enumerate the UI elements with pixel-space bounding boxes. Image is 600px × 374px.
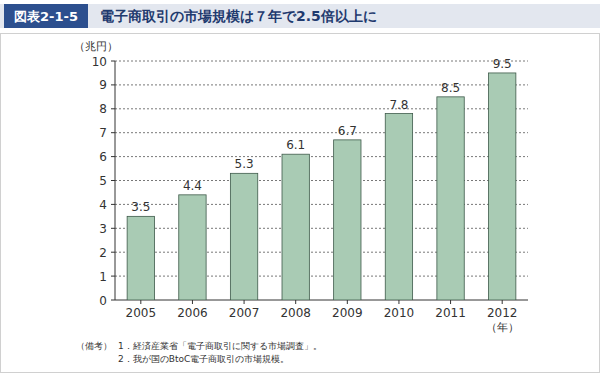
grid-line [115, 156, 528, 157]
data-label: 8.5 [441, 81, 460, 95]
y-tick-label: 7 [99, 126, 107, 140]
y-tick-label: 5 [99, 174, 107, 188]
x-tick-label: 2010 [384, 306, 415, 320]
y-tick [111, 252, 115, 253]
bar [437, 97, 464, 300]
x-tick [347, 300, 348, 304]
x-tick [502, 300, 503, 304]
grid-line [115, 204, 528, 205]
y-tick-label: 0 [99, 294, 107, 308]
bars [127, 73, 516, 300]
y-tick [111, 276, 115, 277]
x-tick [450, 300, 451, 304]
data-label: 3.5 [131, 200, 150, 214]
y-tick-label: 2 [99, 246, 107, 260]
grid-line [115, 61, 528, 62]
data-label: 9.5 [493, 57, 512, 71]
y-tick [111, 204, 115, 205]
bar [179, 195, 206, 300]
x-tick-label: 2009 [332, 306, 363, 320]
note: 2．我が国のBtoC電子商取引の市場規模。 [118, 354, 289, 364]
y-tick-label: 4 [99, 198, 107, 212]
grid-line [115, 252, 528, 253]
bar [282, 154, 309, 300]
header-band [0, 4, 600, 28]
x-tick [398, 300, 399, 304]
x-tick-label: 2012 [487, 306, 518, 320]
bar [489, 73, 516, 300]
notes-heading: （備考） [76, 341, 112, 351]
data-label: 7.8 [389, 98, 408, 112]
x-axis: 2005 2006 2007 2008 2009 2010 2011 2012 [126, 300, 518, 320]
bar [334, 140, 361, 300]
figure-number: 図表2-1-5 [14, 9, 78, 24]
y-tick [111, 228, 115, 229]
y-tick-label: 3 [99, 222, 107, 236]
chart: 図表2-1-5 電子商取引の市場規模は７年で2.5倍以上に （兆円） 0 1 2 3 4 5 6 7… [0, 0, 600, 374]
x-tick [244, 300, 245, 304]
y-tick [111, 84, 115, 85]
data-label: 4.4 [183, 179, 202, 193]
y-tick-label: 6 [99, 150, 107, 164]
y-tick [111, 180, 115, 181]
grid-line [115, 132, 528, 133]
x-axis-line [115, 300, 528, 301]
bar [127, 216, 154, 300]
data-labels: 3.5 4.4 5.3 6.1 6.7 7.8 8.5 9.5 [131, 57, 511, 214]
x-tick-label: 2005 [126, 306, 157, 320]
data-label: 5.3 [235, 157, 254, 171]
x-tick [192, 300, 193, 304]
y-tick [111, 132, 115, 133]
x-axis-label: （年） [486, 321, 519, 334]
y-tick-label: 8 [99, 102, 107, 116]
frame [1, 34, 600, 373]
grid-line [115, 108, 528, 109]
y-tick [111, 300, 115, 301]
y-tick-label: 10 [92, 55, 107, 69]
y-axis-line [115, 61, 116, 300]
y-tick [111, 61, 115, 62]
data-label: 6.1 [286, 138, 305, 152]
grid-line [115, 276, 528, 277]
grid-line [115, 228, 528, 229]
x-tick-label: 2011 [435, 306, 466, 320]
y-tick-label: 9 [99, 78, 107, 92]
x-tick-label: 2006 [177, 306, 208, 320]
x-tick-label: 2008 [280, 306, 311, 320]
data-label: 6.7 [338, 124, 357, 138]
y-tick [111, 108, 115, 109]
y-tick [111, 156, 115, 157]
bar [385, 114, 412, 300]
grid-line [115, 180, 528, 181]
x-tick [140, 300, 141, 304]
x-tick [295, 300, 296, 304]
figure-number-box [4, 4, 88, 28]
title: 電子商取引の市場規模は７年で2.5倍以上に [100, 8, 377, 24]
x-tick-label: 2007 [229, 306, 260, 320]
y-tick-label: 1 [99, 270, 107, 284]
y-axis: 0 1 2 3 4 5 6 7 8 9 10 [92, 55, 528, 308]
y-axis-label: （兆円） [74, 40, 118, 53]
note: 1．経済産業省「電子商取引に関する市場調査」。 [118, 341, 322, 351]
grid-line [115, 84, 528, 85]
bar [230, 173, 257, 300]
